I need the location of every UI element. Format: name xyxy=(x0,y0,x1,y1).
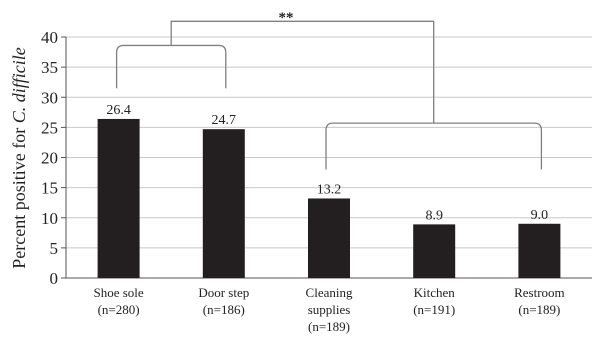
category-labels: Shoe sole (n=280) Door step (n=186) Cleaning… xyxy=(93,285,564,334)
bracket-comparison xyxy=(170,20,435,124)
data-label: 26.4 xyxy=(106,103,131,118)
y-tick-label: 0 xyxy=(50,269,59,288)
category-label: Shoe sole xyxy=(93,285,143,300)
category-label: Kitchen xyxy=(414,285,456,300)
y-axis-label: Percent positive for C. difficile xyxy=(9,47,29,268)
bars xyxy=(97,118,561,278)
significance-brackets xyxy=(115,20,543,170)
category-label: (n=186) xyxy=(203,302,245,317)
category-label: Restroom xyxy=(514,285,565,300)
y-tick-label: 5 xyxy=(50,239,59,258)
category-label: Door step xyxy=(198,285,249,300)
y-tick-label: 20 xyxy=(41,149,58,168)
y-axis-label-italic: C. difficile xyxy=(9,47,29,123)
category-label: (n=189) xyxy=(308,319,350,334)
category-label: Cleaning xyxy=(306,285,353,300)
y-tick-label: 15 xyxy=(41,179,58,198)
y-tick-label: 30 xyxy=(41,88,58,107)
gridlines xyxy=(61,36,592,279)
category-label: (n=280) xyxy=(98,302,140,317)
significance-label: ** xyxy=(279,10,294,26)
bar xyxy=(202,129,245,278)
bar xyxy=(413,224,456,278)
y-tick-labels: 0 5 10 15 20 25 30 35 40 xyxy=(41,28,58,288)
y-tick-label: 40 xyxy=(41,28,58,47)
data-label: 13.2 xyxy=(317,182,342,197)
data-labels: 26.4 24.7 13.2 8.9 9.0 xyxy=(106,103,548,223)
bar xyxy=(97,118,140,278)
category-label: supplies xyxy=(308,302,351,317)
y-tick-label: 25 xyxy=(41,118,58,137)
category-label: (n=189) xyxy=(518,302,560,317)
y-axis-label-text: Percent positive for xyxy=(9,123,29,268)
bar xyxy=(308,198,350,278)
data-label: 9.0 xyxy=(531,208,549,223)
data-label: 24.7 xyxy=(212,113,237,128)
y-tick-label: 35 xyxy=(41,58,58,77)
y-tick-label: 10 xyxy=(41,209,58,228)
data-label: 8.9 xyxy=(425,208,443,223)
category-label: (n=191) xyxy=(413,302,455,317)
bracket-group-low xyxy=(325,122,543,170)
bar xyxy=(518,223,561,278)
